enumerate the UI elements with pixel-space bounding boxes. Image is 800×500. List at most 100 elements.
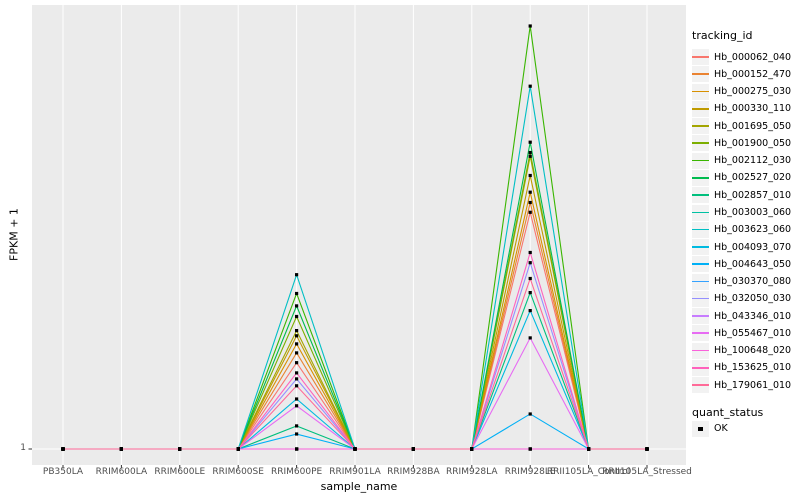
data-point [295,304,299,308]
legend-key [692,66,709,83]
legend-entry: Hb_000275_030 [692,83,791,100]
legend-key [692,83,709,100]
legend-entry-label: Hb_179061_010 [714,379,792,391]
data-point [528,412,532,416]
data-point [236,447,240,451]
data-point [528,250,532,255]
x-tick-label: RRIM928LA [446,467,498,477]
x-tick-label: RRII105LA_Stressed [602,467,692,477]
legend-key [692,308,709,325]
legend-entry-label: Hb_055467_010 [714,327,792,339]
legend-key [692,359,709,376]
legend-entry-label: Hb_000152_470 [714,68,792,80]
data-point [295,397,299,401]
legend-key [692,152,709,169]
legend-entry: Hb_003623_060 [692,221,791,238]
legend-key [692,187,709,204]
x-tick-label: RRII105LA_Control [546,467,631,477]
data-point [353,447,357,451]
data-point [295,351,299,355]
data-point [528,190,532,194]
legend-entry-label: Hb_000330_110 [714,103,792,115]
legend-entry: Hb_004643_050 [692,256,791,273]
x-tick-label: RRIM901LA [329,467,381,477]
legend: tracking_id Hb_000062_040 Hb_000152_470 Hb… [690,0,800,500]
legend-entry: Hb_153625_010 [692,359,791,376]
legend-entry: Hb_002112_030 [692,152,791,169]
legend-entry: Hb_030370_080 [692,273,791,290]
legend-entry: Hb_055467_010 [692,325,791,342]
data-point [178,447,182,451]
data-point [295,371,299,375]
legend-entry-label: Hb_004643_050 [714,258,792,270]
legend-key [692,135,709,152]
legend-entry: Hb_003003_060 [692,204,791,221]
legend-entry-label: Hb_043346_010 [714,310,792,322]
legend-entry-label: Hb_003623_060 [714,224,792,236]
legend-key-line-icon [692,90,709,93]
legend-key [692,325,709,342]
legend-entries-tracking-id: Hb_000062_040 Hb_000152_470 Hb_000275_030 H… [692,49,791,394]
y-tick-label: 1 [20,443,26,453]
x-tick-label: RRIM600PE [270,467,323,477]
data-point [295,404,299,408]
legend-key-line-icon [692,107,709,110]
legend-entry-label: Hb_153625_010 [714,362,792,374]
legend-key [692,420,709,437]
data-point [295,432,299,436]
x-tick-label: RRIM600LA [95,467,148,477]
legend-entry: Hb_004093_070 [692,238,791,256]
legend-entry: Hb_002527_020 [692,169,791,186]
data-point [528,447,532,451]
legend-entry-label: Hb_003003_060 [714,207,792,219]
legend-key [692,100,709,117]
legend-key-line-icon [692,349,709,352]
data-point [295,342,299,346]
legend-entry-label: OK [714,423,728,435]
data-point [295,447,299,451]
x-tick-label: RRIM600SE [212,467,264,477]
legend-key-line-icon [692,263,709,265]
legend-key-line-icon [692,159,709,162]
legend-entry-label: Hb_002857_010 [714,189,792,201]
legend-entry: Hb_043346_010 [692,307,792,325]
data-point [411,447,415,451]
legend-entry: Hb_001695_050 [692,118,791,135]
legend-key-line-icon [692,142,709,145]
legend-key-line-icon [692,228,709,231]
legend-key-line-icon [692,297,709,300]
data-point [528,154,532,158]
legend-title-tracking-id: tracking_id [692,29,753,42]
data-point [295,273,299,277]
legend-entry: Hb_032050_030 [692,290,791,307]
legend-key [692,239,709,256]
data-point [470,447,474,451]
legend-key-line-icon [692,194,709,196]
legend-key [692,204,709,221]
legend-key-line-icon [692,280,709,283]
legend-entry-label: Hb_100648_020 [714,345,792,357]
x-tick-label: RRIM928BA [387,467,440,477]
legend-key-line-icon [692,332,709,334]
legend-key-line-icon [692,384,709,386]
x-tick-label: RRIM928LE [504,467,556,477]
legend-entry: OK [692,420,728,437]
legend-key-line-icon [692,125,709,127]
legend-entry-label: Hb_032050_030 [714,293,792,305]
x-axis-title: sample_name [320,480,398,493]
data-point [295,329,299,333]
legend-entry: Hb_002857_010 [692,187,791,204]
y-axis-title: FPKM + 1 [7,208,21,261]
x-tick-label: RRIM600LE [154,467,206,477]
legend-entry: Hb_001900_050 [692,135,791,152]
legend-entries-quant-status: OK [692,420,728,437]
x-tick-label: PB350LA [42,467,84,477]
data-point [295,424,299,428]
legend-key [692,49,709,66]
legend-key-line-icon [692,315,709,317]
data-point [528,261,532,265]
legend-key [692,273,709,290]
data-point [295,361,299,365]
